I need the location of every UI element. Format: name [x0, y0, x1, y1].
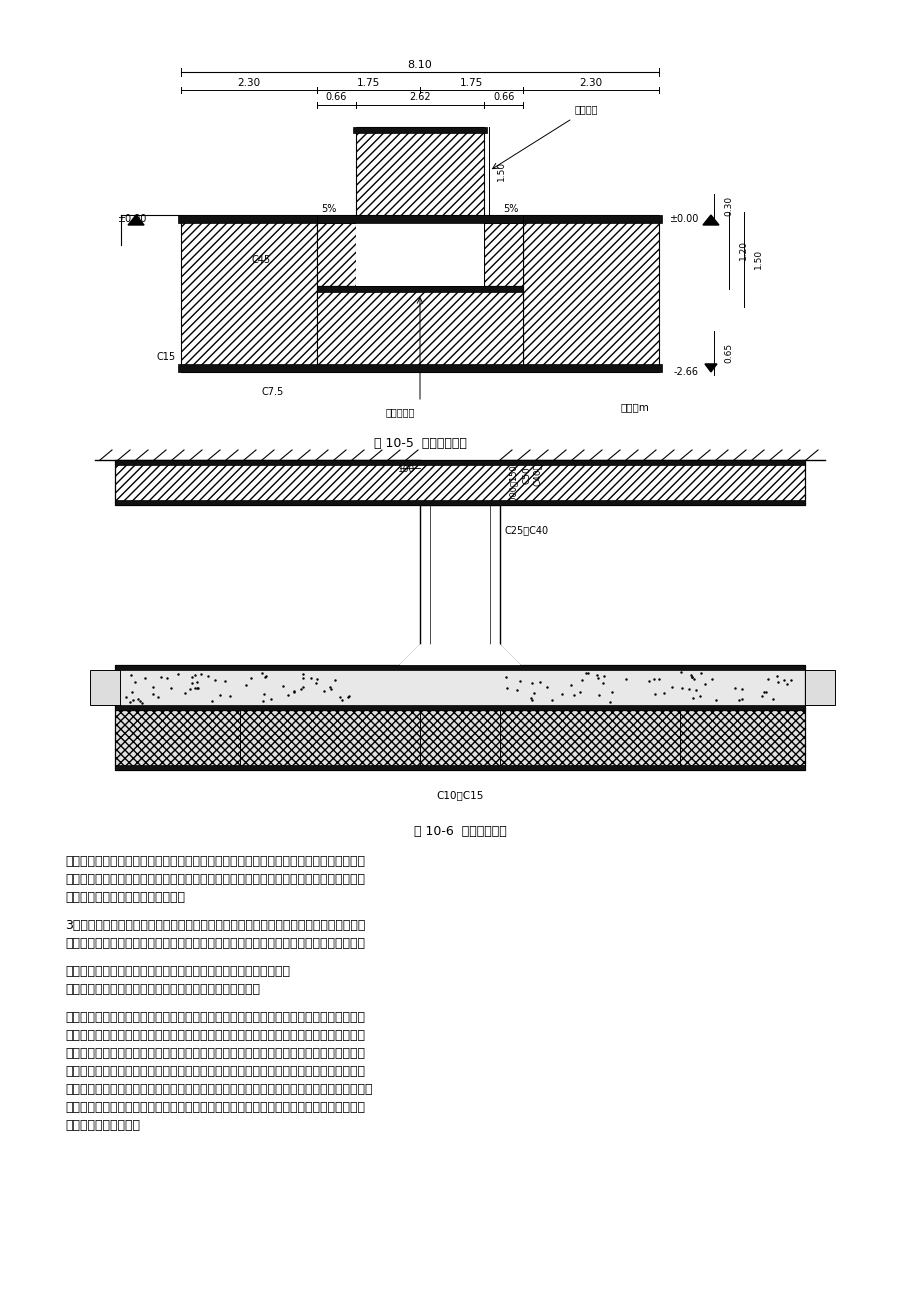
Bar — [804, 671, 834, 704]
Bar — [115, 460, 804, 505]
Text: 0.66: 0.66 — [325, 92, 346, 103]
Bar — [178, 365, 662, 372]
Text: C7.5: C7.5 — [261, 387, 283, 397]
Text: 1.50: 1.50 — [497, 160, 505, 181]
Text: 1.75: 1.75 — [357, 78, 380, 87]
Text: 0.30: 0.30 — [723, 197, 732, 216]
Text: 1.20: 1.20 — [738, 241, 747, 260]
Polygon shape — [704, 365, 716, 372]
Bar — [356, 126, 483, 215]
Bar — [420, 505, 499, 665]
Text: 承桩基两种：桩上的荷载由桩侧摩擦力和桩端阻力共同承受的为摩擦桩基础；桩上荷载主要: 承桩基两种：桩上的荷载由桩侧摩擦力和桩端阻力共同承受的为摩擦桩基础；桩上荷载主要 — [65, 874, 365, 885]
Text: 2.30: 2.30 — [579, 78, 602, 87]
Bar — [523, 215, 658, 372]
Text: 的各种载荷，以保证机组安全、稳定地运行。因此，在设计风力发电机组基础之前，必须对: 的各种载荷，以保证机组安全、稳定地运行。因此，在设计风力发电机组基础之前，必须对 — [65, 1029, 365, 1042]
Text: 性质等，从而对现场的工程地质条件作出正确的评价。这是进行风力发电机基础设计的先决: 性质等，从而对现场的工程地质条件作出正确的评价。这是进行风力发电机基础设计的先决 — [65, 1065, 365, 1078]
Bar — [352, 126, 487, 133]
Text: 单位：m: 单位：m — [619, 402, 648, 411]
Bar — [115, 460, 804, 465]
Bar — [115, 766, 804, 769]
Text: 足以下两个基本条件：: 足以下两个基本条件： — [65, 1118, 140, 1131]
Text: 者塔架用螺母与尼龙弹垫平垫固定在地肢螺栓上，后者塔架法兰与基础段法兰用螺栓对接。: 者塔架用螺母与尼龙弹垫平垫固定在地肢螺栓上，后者塔架法兰与基础段法兰用螺栓对接。 — [65, 937, 365, 950]
Text: 风力发电机组的基础用于安装、支承风力发电机组。平衡风力发电机组在运行过程中所产生: 风力发电机组的基础用于安装、支承风力发电机组。平衡风力发电机组在运行过程中所产生 — [65, 1010, 365, 1023]
Text: 8.10: 8.10 — [407, 60, 432, 69]
Bar — [90, 671, 119, 704]
Bar — [115, 704, 804, 710]
Text: C45: C45 — [251, 255, 270, 266]
Text: 上下法兰圈: 上下法兰圈 — [385, 408, 414, 417]
Text: 5%: 5% — [503, 204, 518, 214]
Text: 2.30: 2.30 — [237, 78, 260, 87]
Text: C50: C50 — [522, 466, 531, 484]
Bar — [316, 286, 523, 292]
Bar — [316, 215, 356, 286]
Text: C10～C15: C10～C15 — [436, 790, 483, 799]
Bar — [316, 286, 523, 372]
Text: 由桩端阻力承受的则为端承桩基础。: 由桩端阻力承受的则为端承桩基础。 — [65, 891, 185, 904]
Text: 2.62: 2.62 — [409, 92, 430, 103]
Text: 二、风力发电机组基础设计的前期准备工作及有关注意事项: 二、风力发电机组基础设计的前期准备工作及有关注意事项 — [65, 983, 260, 996]
Text: 图 10-6  凸形基础结构: 图 10-6 凸形基础结构 — [414, 825, 505, 838]
Text: 1.50: 1.50 — [754, 249, 762, 270]
Bar — [356, 223, 483, 286]
Text: 故还需应用力学的方法来研究载荷作用下地基土的变形和强度问题。以使地基基础的设计满: 故还需应用力学的方法来研究载荷作用下地基土的变形和强度问题。以使地基基础的设计满 — [65, 1101, 365, 1115]
Polygon shape — [128, 215, 144, 225]
Text: 5%: 5% — [321, 204, 336, 214]
Bar — [115, 665, 804, 710]
Text: -2.66: -2.66 — [674, 367, 698, 378]
Text: C25～C40: C25～C40 — [505, 525, 549, 535]
Text: 1.75: 1.75 — [460, 78, 482, 87]
Bar — [483, 215, 523, 286]
Bar — [115, 665, 804, 671]
Text: 地脚螺栓: 地脚螺栓 — [573, 104, 597, 115]
Bar — [178, 215, 662, 223]
Polygon shape — [400, 644, 519, 665]
Text: 地脚螺栓式又分为单排螺栓、双排螺栓、单排螺栓带上下法兰圈等。: 地脚螺栓式又分为单排螺栓、双排螺栓、单排螺栓带上下法兰圈等。 — [65, 965, 289, 978]
Text: 1000～1500: 1000～1500 — [507, 460, 516, 506]
Polygon shape — [702, 215, 718, 225]
Text: 100: 100 — [397, 465, 414, 474]
Text: 框架式基础实为桩基群与平面板梁的组合体，从单个桩基持力特性看，又分为摩擦桩基和端: 框架式基础实为桩基群与平面板梁的组合体，从单个桩基持力特性看，又分为摩擦桩基和端 — [65, 855, 365, 868]
Text: C40～: C40～ — [532, 464, 541, 487]
Text: 3．根据基础与塔架（机身）连接方式又可分为地脚螺栓式和法兰式筒式两种类型基础。前: 3．根据基础与塔架（机身）连接方式又可分为地脚螺栓式和法兰式筒式两种类型基础。前 — [65, 919, 365, 932]
Text: ±0.00: ±0.00 — [117, 214, 146, 224]
Text: 图 10-5  凹形基础结构: 图 10-5 凹形基础结构 — [373, 437, 466, 450]
Text: ±0.00: ±0.00 — [668, 214, 698, 224]
Text: 条件。同时还必须注意到，由于风力发电机组的安装，将使地基中原有的应力状态发生变化，: 条件。同时还必须注意到，由于风力发电机组的安装，将使地基中原有的应力状态发生变化… — [65, 1083, 372, 1096]
Text: 0.66: 0.66 — [493, 92, 514, 103]
Bar — [115, 500, 804, 505]
Bar — [115, 710, 804, 769]
Text: 0.65: 0.65 — [723, 342, 732, 363]
Bar — [181, 215, 316, 372]
Text: 机组的安装现场进行工程地质勘察。充分了解、研究地基土层的成因及构造，它的物理力学: 机组的安装现场进行工程地质勘察。充分了解、研究地基土层的成因及构造，它的物理力学 — [65, 1047, 365, 1060]
Text: C15: C15 — [157, 352, 176, 362]
Bar — [316, 215, 523, 223]
